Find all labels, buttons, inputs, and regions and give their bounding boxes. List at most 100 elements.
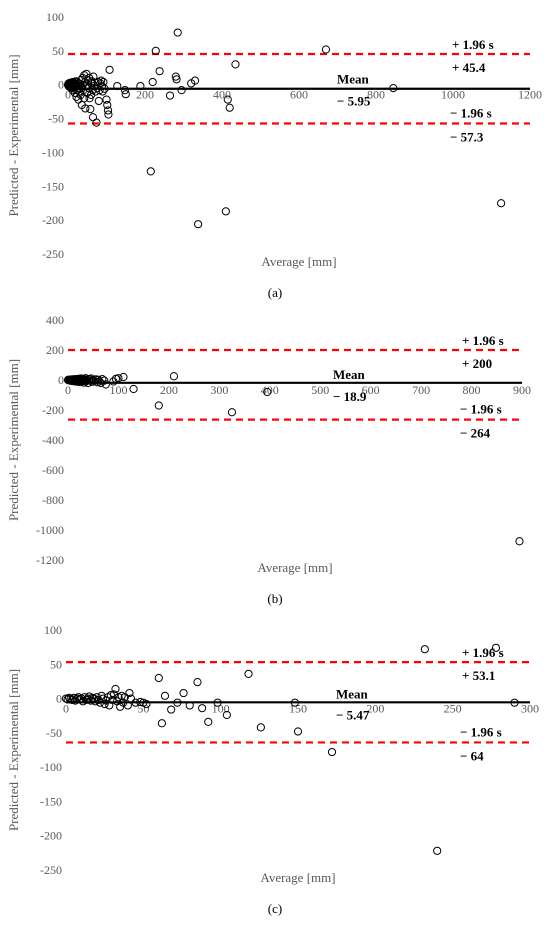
y-tick-label: 100 bbox=[44, 623, 62, 637]
y-tick-label: 0 bbox=[56, 692, 62, 706]
data-point bbox=[194, 220, 203, 229]
x-tick-label: 600 bbox=[362, 383, 380, 397]
y-axis-title: Predicted - Experimental [mm] bbox=[6, 54, 21, 216]
data-point bbox=[136, 81, 145, 91]
y-tick-label: 400 bbox=[46, 313, 64, 327]
y-tick-label: -200 bbox=[42, 403, 64, 417]
x-axis-title: Average [mm] bbox=[257, 560, 332, 575]
data-point bbox=[497, 199, 506, 208]
data-point bbox=[154, 401, 163, 410]
data-point bbox=[327, 747, 337, 757]
y-tick-label: 50 bbox=[52, 44, 64, 58]
data-point bbox=[244, 669, 253, 678]
data-point bbox=[120, 86, 130, 95]
data-point bbox=[103, 106, 113, 115]
y-tick-label: 100 bbox=[46, 10, 64, 24]
data-point bbox=[491, 643, 501, 652]
data-point bbox=[123, 701, 132, 710]
y-tick-label: -50 bbox=[48, 112, 64, 126]
y-tick-label: -400 bbox=[42, 433, 64, 447]
x-tick-label: 700 bbox=[412, 383, 430, 397]
data-point bbox=[177, 86, 186, 95]
data-point bbox=[129, 384, 138, 394]
data-point bbox=[81, 104, 90, 113]
data-point bbox=[213, 698, 222, 707]
y-tick-label: -100 bbox=[42, 145, 64, 159]
upper-limit-value: + 53.1 bbox=[462, 668, 495, 683]
x-tick-label: 500 bbox=[311, 383, 329, 397]
data-point bbox=[98, 87, 107, 96]
data-point bbox=[172, 75, 181, 84]
x-tick-label: 900 bbox=[513, 383, 531, 397]
x-tick-label: 200 bbox=[136, 88, 154, 102]
mean-value: − 18.9 bbox=[333, 389, 367, 404]
y-tick-label: 50 bbox=[50, 657, 62, 671]
lower-limit-label: − 1.96 s bbox=[460, 402, 502, 417]
y-tick-label: -1200 bbox=[36, 553, 64, 567]
data-point bbox=[105, 65, 114, 74]
mean-value: − 5.95 bbox=[337, 94, 371, 109]
upper-limit-label: + 1.96 s bbox=[462, 333, 504, 348]
y-tick-label: -250 bbox=[42, 247, 64, 261]
x-tick-label: 250 bbox=[444, 702, 462, 716]
lower-limit-value: − 57.3 bbox=[450, 130, 484, 145]
data-point bbox=[106, 691, 115, 700]
x-tick-label: 0 bbox=[63, 702, 69, 716]
upper-limit-value: + 45.4 bbox=[452, 60, 486, 75]
data-point bbox=[101, 380, 110, 389]
panel-caption: (a) bbox=[268, 285, 282, 300]
data-point bbox=[102, 95, 111, 104]
x-tick-label: 150 bbox=[289, 702, 307, 716]
data-point bbox=[63, 695, 72, 704]
data-point bbox=[389, 84, 398, 93]
y-tick-label: 200 bbox=[46, 343, 64, 357]
x-tick-label: 100 bbox=[109, 383, 127, 397]
upper-limit-label: + 1.96 s bbox=[452, 37, 494, 52]
x-tick-label: 800 bbox=[463, 383, 481, 397]
y-tick-label: -50 bbox=[46, 726, 62, 740]
y-tick-label: -250 bbox=[40, 863, 62, 877]
y-tick-label: -200 bbox=[40, 829, 62, 843]
data-point bbox=[223, 95, 232, 104]
mean-label: Mean bbox=[333, 367, 366, 382]
data-point bbox=[173, 28, 182, 37]
data-point bbox=[111, 684, 120, 694]
y-tick-label: -200 bbox=[42, 213, 64, 227]
data-point bbox=[157, 719, 166, 728]
data-point bbox=[167, 705, 176, 714]
data-point bbox=[97, 76, 106, 85]
mean-label: Mean bbox=[336, 686, 369, 701]
x-tick-label: 1000 bbox=[441, 88, 465, 102]
x-tick-label: 200 bbox=[160, 383, 178, 397]
data-point bbox=[179, 688, 188, 698]
y-tick-label: -800 bbox=[42, 493, 64, 507]
data-point bbox=[103, 100, 112, 110]
data-point bbox=[89, 72, 98, 81]
data-point bbox=[151, 46, 160, 55]
lower-limit-label: − 1.96 s bbox=[450, 106, 492, 121]
data-point bbox=[114, 374, 123, 383]
data-point bbox=[198, 704, 207, 713]
data-point bbox=[222, 710, 231, 720]
y-tick-label: -150 bbox=[42, 179, 64, 193]
data-point bbox=[86, 104, 95, 114]
y-tick-label: -100 bbox=[40, 760, 62, 774]
upper-limit-label: + 1.96 s bbox=[462, 645, 504, 660]
data-point bbox=[221, 207, 230, 216]
data-point bbox=[131, 698, 140, 707]
data-point bbox=[169, 372, 179, 381]
data-point bbox=[142, 699, 151, 709]
data-point bbox=[293, 727, 303, 736]
y-tick-label: -1000 bbox=[36, 523, 64, 537]
data-point bbox=[263, 387, 272, 397]
y-axis-title: Predicted - Experimental [mm] bbox=[6, 669, 21, 831]
data-point bbox=[109, 690, 119, 699]
lower-limit-label: − 1.96 s bbox=[460, 724, 502, 739]
data-point bbox=[119, 698, 128, 707]
x-tick-label: 800 bbox=[367, 88, 385, 102]
data-point bbox=[148, 77, 157, 87]
data-point bbox=[120, 693, 129, 702]
